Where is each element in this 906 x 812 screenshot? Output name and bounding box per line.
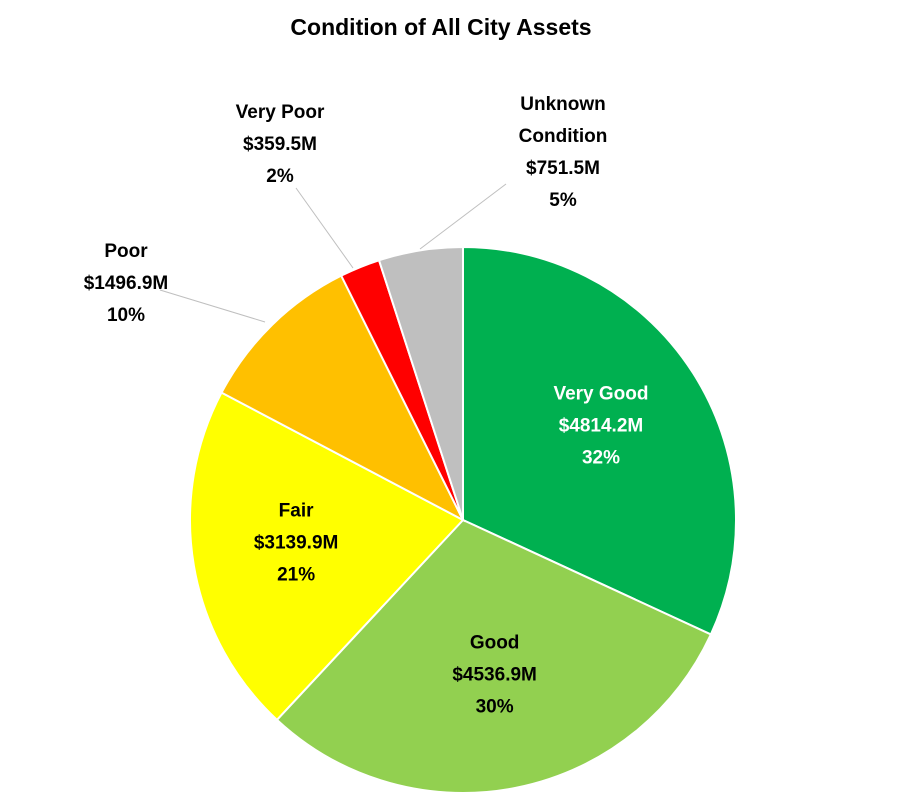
data-label-very-good: Very Good $4814.2M 32% (553, 384, 648, 469)
data-label-good: Good $4536.9M 30% (452, 633, 537, 718)
label-percent: 32% (582, 448, 620, 469)
label-category: Condition (519, 126, 608, 147)
label-amount: $3139.9M (254, 532, 339, 553)
label-amount: $359.5M (243, 134, 317, 155)
leader-line-poor (159, 289, 266, 323)
data-label-fair: Fair $3139.9M 21% (254, 500, 339, 585)
data-label-poor: Poor $1496.9M 10% (84, 241, 169, 326)
label-amount: $4814.2M (559, 416, 644, 437)
chart-title: Condition of All City Assets (290, 14, 592, 40)
pie-slice-good (275, 518, 713, 794)
pie-slice-poor (220, 274, 466, 523)
label-category: Unknown (520, 94, 606, 115)
data-label-very-poor: Very Poor $359.5M 2% (236, 102, 325, 187)
label-category: Poor (104, 241, 148, 262)
pie-slice-very-good (462, 245, 737, 636)
label-percent: 21% (277, 564, 315, 585)
label-percent: 30% (476, 697, 514, 718)
label-category: Very Poor (236, 102, 325, 123)
label-amount: $751.5M (526, 158, 600, 179)
label-amount: $4536.9M (452, 665, 537, 686)
label-category: Very Good (553, 384, 648, 405)
label-category: Fair (279, 500, 314, 521)
label-amount: $1496.9M (84, 273, 169, 294)
pie-slice-unknown-condition (377, 245, 464, 521)
label-category: Good (470, 633, 520, 654)
label-percent: 10% (107, 305, 145, 326)
label-percent: 2% (266, 166, 294, 187)
leader-line-unknown-condition (419, 183, 507, 250)
label-percent: 5% (549, 190, 577, 211)
pie-slice-fair (189, 391, 465, 722)
leader-line-very-poor (295, 187, 354, 269)
data-label-unknown-condition: Unknown Condition $751.5M 5% (519, 94, 608, 211)
